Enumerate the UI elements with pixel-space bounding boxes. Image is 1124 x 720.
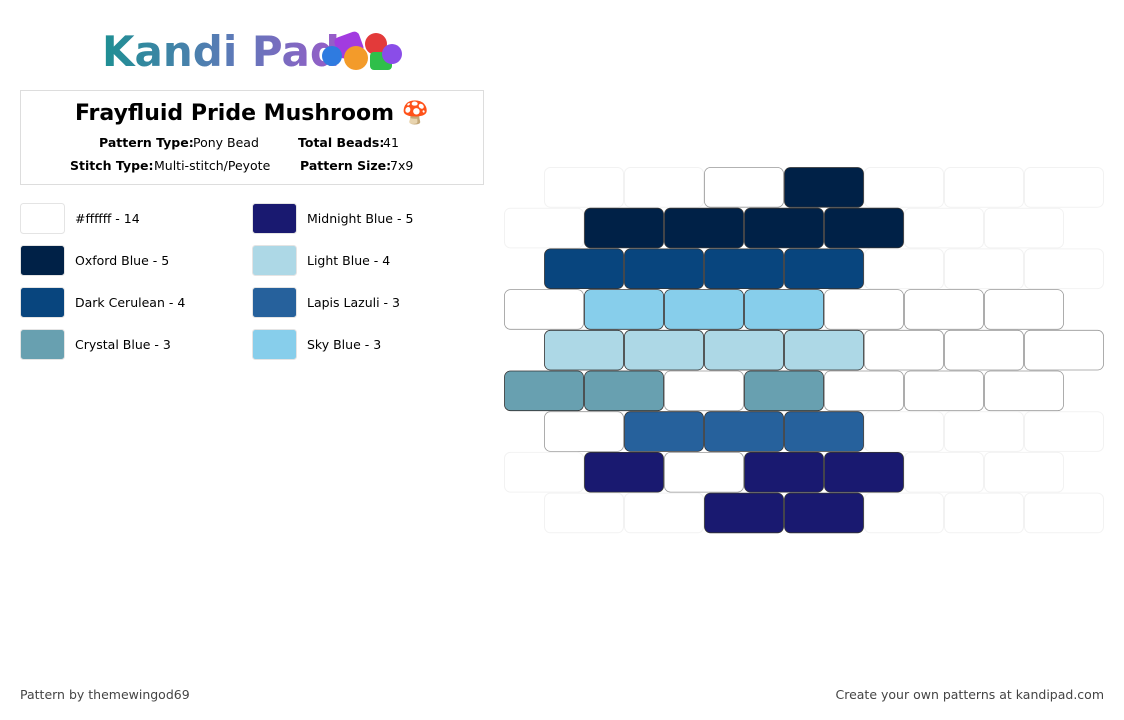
bead (584, 207, 664, 249)
bead (784, 167, 864, 208)
bead (824, 370, 904, 412)
bead (544, 411, 624, 452)
legend-swatch (20, 287, 65, 318)
bead (744, 370, 824, 412)
logo-text: Kandi Pad (102, 27, 340, 76)
field-label: Stitch Type: (70, 158, 154, 173)
bead (664, 370, 744, 412)
bead (984, 289, 1064, 330)
logo-icon (322, 31, 402, 70)
bead (624, 248, 704, 289)
bead (504, 289, 584, 330)
legend-label: Dark Cerulean - 4 (75, 295, 185, 310)
bead (824, 207, 904, 249)
empty-bead (944, 411, 1024, 452)
legend-label: Oxford Blue - 5 (75, 253, 169, 268)
empty-bead (1024, 248, 1104, 290)
bead (824, 289, 904, 330)
bead (744, 289, 824, 330)
bead (584, 370, 664, 412)
field-value: 41 (383, 135, 399, 150)
field-label: Pattern Type: (99, 135, 194, 150)
bead (784, 248, 864, 289)
bead (904, 370, 984, 412)
empty-bead (864, 492, 944, 534)
legend-swatch (252, 245, 297, 276)
empty-bead (904, 451, 984, 493)
bead (664, 289, 744, 330)
legend-swatch (252, 203, 297, 234)
bead (744, 207, 824, 249)
empty-bead (1024, 492, 1104, 534)
promo: Create your own patterns at kandipad.com (835, 687, 1104, 702)
pattern-title: Frayfluid Pride Mushroom 🍄 (75, 100, 429, 126)
bead (784, 492, 864, 534)
empty-bead (544, 167, 624, 208)
bead (584, 289, 664, 330)
bead (904, 289, 984, 330)
empty-bead (864, 248, 944, 290)
empty-bead (864, 167, 944, 208)
legend-swatch (252, 287, 297, 318)
field-label: Pattern Size: (300, 158, 391, 173)
empty-bead (544, 492, 624, 534)
legend-swatch (20, 329, 65, 360)
info-box (20, 90, 484, 185)
legend-label: Light Blue - 4 (307, 253, 390, 268)
bead (704, 248, 784, 289)
bead (744, 451, 824, 493)
bead (704, 492, 784, 534)
empty-bead (504, 451, 584, 493)
legend-label: Crystal Blue - 3 (75, 337, 171, 352)
bead (664, 451, 744, 493)
empty-bead (984, 451, 1064, 493)
bead (624, 411, 704, 452)
bead (704, 329, 784, 371)
credit: Pattern by themewingod69 (20, 687, 190, 702)
empty-bead (984, 207, 1064, 249)
legend-label: Lapis Lazuli - 3 (307, 295, 400, 310)
empty-bead (864, 411, 944, 452)
empty-bead (944, 167, 1024, 208)
empty-bead (624, 492, 704, 534)
empty-bead (624, 167, 704, 208)
bead (584, 451, 664, 493)
empty-bead (1024, 411, 1104, 452)
empty-bead (944, 492, 1024, 534)
bead (824, 451, 904, 493)
legend-swatch (20, 203, 65, 234)
bead (504, 370, 584, 412)
bead (544, 248, 624, 289)
field-value: Multi-stitch/Peyote (154, 158, 271, 173)
legend-label: Sky Blue - 3 (307, 337, 381, 352)
bead (944, 329, 1024, 371)
bead (1024, 329, 1104, 371)
bead (784, 411, 864, 452)
empty-bead (1024, 167, 1104, 208)
field-value: Pony Bead (193, 135, 259, 150)
field-value: 7x9 (390, 158, 413, 173)
legend-label: Midnight Blue - 5 (307, 211, 413, 226)
bead (984, 370, 1064, 412)
bead (704, 167, 784, 208)
bead (784, 329, 864, 371)
bead (704, 411, 784, 452)
empty-bead (904, 207, 984, 249)
field-label: Total Beads: (298, 135, 384, 150)
empty-bead (944, 248, 1024, 290)
legend-label: #ffffff - 14 (75, 211, 140, 226)
legend-swatch (20, 245, 65, 276)
legend-swatch (252, 329, 297, 360)
bead (624, 329, 704, 371)
bead (544, 329, 624, 371)
empty-bead (504, 207, 584, 249)
bead (664, 207, 744, 249)
bead (864, 329, 944, 371)
